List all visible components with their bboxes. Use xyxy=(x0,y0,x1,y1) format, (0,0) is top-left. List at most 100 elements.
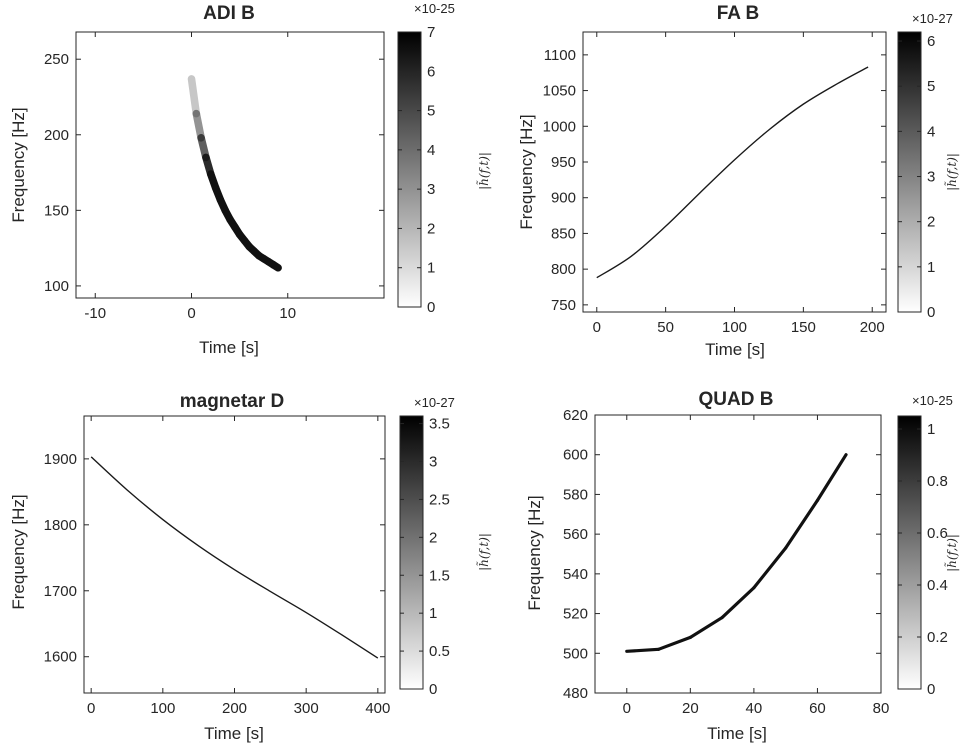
track-segment xyxy=(192,109,205,142)
x-tick-label: 100 xyxy=(150,700,175,717)
track-segment xyxy=(656,635,692,651)
chart-title: FA B xyxy=(717,3,760,24)
colorbar-exponent: ×10-25 xyxy=(414,1,455,16)
colorbar xyxy=(897,31,922,313)
axes-box xyxy=(83,415,386,694)
x-axis-label: Time [s] xyxy=(705,340,765,359)
y-tick-label: 600 xyxy=(563,447,588,464)
colorbar-label: |h̃(f,t)| xyxy=(475,533,491,571)
x-axis-label: Time [s] xyxy=(199,338,259,357)
colorbar xyxy=(397,31,422,308)
track-segment xyxy=(720,586,756,620)
track-segment xyxy=(269,260,282,272)
colorbar-tick-label: 4 xyxy=(427,142,435,159)
colorbar-tick-label: 1 xyxy=(429,605,437,622)
x-tick-label: 150 xyxy=(791,319,816,336)
colorbar-tick-label: 1 xyxy=(927,421,935,438)
colorbar-tick-label: 0 xyxy=(927,681,935,698)
x-axis-ticks: -10 0 10 xyxy=(84,32,296,322)
frequency-track-line xyxy=(596,66,869,279)
colorbar-tick-label: 1 xyxy=(427,260,435,277)
chart-panel-fa-b: FA B 0 50 100 150 200 7508008509009501000105… xyxy=(517,3,959,359)
x-tick-label: 0 xyxy=(187,305,195,322)
colorbar-tick-label: 1.5 xyxy=(429,567,450,584)
y-tick-label: 580 xyxy=(563,486,588,503)
x-axis-label: Time [s] xyxy=(707,724,767,743)
colorbar-tick-label: 2 xyxy=(927,214,935,231)
y-tick-label: 1100 xyxy=(544,47,576,64)
colorbar-tick-label: 3 xyxy=(429,454,437,471)
y-tick-label: 200 xyxy=(44,127,69,144)
y-axis-label: Frequency [Hz] xyxy=(9,494,28,609)
x-tick-label: 20 xyxy=(682,700,699,717)
colorbar-tick-label: 0.4 xyxy=(927,577,948,594)
colorbar-ticks: 0 1 2 3 4 5 6 7 xyxy=(398,24,435,316)
colorbar-ticks: 0 1 2 3 4 5 6 xyxy=(898,33,935,321)
colorbar-tick-label: 6 xyxy=(427,63,435,80)
track-segment xyxy=(187,75,201,118)
x-tick-label: 60 xyxy=(809,700,826,717)
y-tick-label: 480 xyxy=(563,685,588,702)
plot-area xyxy=(90,456,379,659)
track-segment xyxy=(784,498,820,550)
x-axis-ticks: 0 20 40 60 80 xyxy=(623,415,890,717)
colorbar-tick-label: 1 xyxy=(927,259,935,276)
x-tick-label: 0 xyxy=(87,700,95,717)
colorbar-exponent: ×10-27 xyxy=(414,395,455,410)
y-tick-label: 1600 xyxy=(44,649,77,666)
colorbar-exponent: ×10-27 xyxy=(912,11,953,26)
axes-box xyxy=(582,31,887,313)
track-segment xyxy=(688,615,724,639)
colorbar-tick-label: 3 xyxy=(927,169,935,186)
colorbar-tick-label: 0.2 xyxy=(927,629,948,646)
y-tick-label: 540 xyxy=(563,566,588,583)
y-tick-label: 1700 xyxy=(44,583,77,600)
frequency-track-line xyxy=(90,456,379,659)
y-axis-label: Frequency [Hz] xyxy=(517,114,536,229)
x-tick-label: 50 xyxy=(657,319,674,336)
x-axis-label: Time [s] xyxy=(204,724,264,743)
colorbar-tick-label: 0 xyxy=(429,681,437,698)
x-axis-ticks: 0 100 200 300 400 xyxy=(87,416,390,717)
colorbar-tick-label: 5 xyxy=(927,78,935,95)
y-axis-ticks: 100 150 200 250 xyxy=(44,51,384,295)
plot-area xyxy=(596,66,869,279)
colorbar-tick-label: 3.5 xyxy=(429,416,450,433)
colorbar-tick-label: 2.5 xyxy=(429,491,450,508)
chart-title: QUAD B xyxy=(699,389,774,410)
colorbar-tick-label: 6 xyxy=(927,33,935,50)
colorbar-tick-label: 0 xyxy=(427,299,435,316)
colorbar-label: |h̃(f,t)| xyxy=(943,153,959,191)
x-tick-label: 400 xyxy=(365,700,390,717)
colorbar-label: |h̃(f,t)| xyxy=(475,152,491,190)
x-tick-label: 100 xyxy=(722,319,747,336)
axes-box xyxy=(75,31,385,299)
colorbar-tick-label: 0 xyxy=(927,304,935,321)
colorbar-label: |h̃(f,t)| xyxy=(943,534,959,572)
track-segment xyxy=(625,647,661,653)
y-tick-label: 1000 xyxy=(543,118,576,135)
colorbar-tick-label: 7 xyxy=(427,24,435,41)
colorbar-tick-label: 2 xyxy=(429,529,437,546)
track-segment xyxy=(752,546,788,590)
y-tick-label: 1900 xyxy=(44,451,77,468)
x-tick-label: 0 xyxy=(623,700,631,717)
y-tick-label: 800 xyxy=(551,261,576,278)
x-tick-label: 40 xyxy=(746,700,763,717)
y-tick-label: 620 xyxy=(563,407,588,424)
y-tick-label: 1800 xyxy=(44,517,77,534)
plot-area xyxy=(625,453,848,653)
x-tick-label: 80 xyxy=(873,700,890,717)
x-tick-label: -10 xyxy=(84,305,106,322)
colorbar-ticks: 0 0.2 0.4 0.6 0.8 1 xyxy=(898,421,948,698)
chart-title: magnetar D xyxy=(180,391,285,412)
colorbar-tick-label: 0.6 xyxy=(927,525,948,542)
y-axis-label: Frequency [Hz] xyxy=(9,107,28,222)
y-tick-label: 1050 xyxy=(543,83,576,100)
y-tick-label: 520 xyxy=(563,606,588,623)
colorbar-tick-label: 2 xyxy=(427,220,435,237)
chart-panel-quad-b: QUAD B 0 20 40 60 80 480 500 520 540 560 580 600 62… xyxy=(525,389,959,743)
y-tick-label: 850 xyxy=(551,225,576,242)
